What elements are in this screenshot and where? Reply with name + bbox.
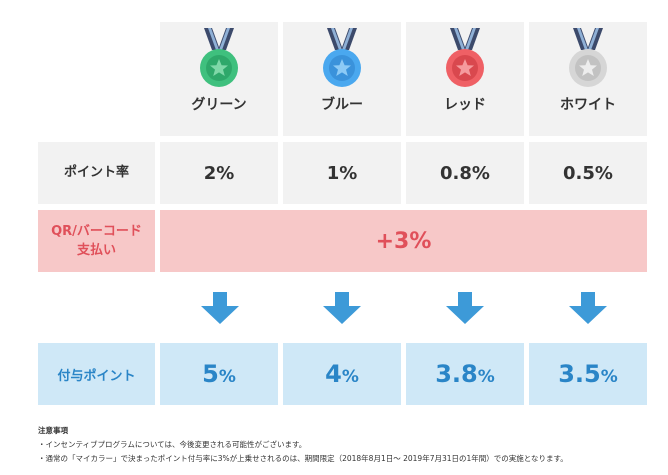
qr-label-line1: QR/バーコード [51,223,142,239]
tier-name: ホワイト [560,97,616,113]
qr-label-line2: 支払い [76,243,116,258]
tier-name: グリーン [191,97,247,113]
notes-line: ・通常の「マイカラー」で決まったポイント付与率に3%が上乗せされるのは、期間限定… [38,453,568,463]
down-arrow-icon [323,292,361,324]
tier-name: ブルー [321,97,363,113]
rate-value: 0.8% [440,162,490,184]
points-cell: 4% [283,343,401,405]
qr-label: QR/バーコード 支払い [51,222,142,261]
notes-line: ・インセンティブプログラムについては、今後変更される可能性がございます。 [38,439,307,449]
tier-header-red: レッド [406,22,524,136]
points-value: 3.8% [435,360,495,388]
points-value: 3.5% [558,360,618,388]
notes: 注意事項 ・インセンティブプログラムについては、今後変更される可能性がございます… [38,424,568,466]
points-label-cell: 付与ポイント [38,343,155,405]
tier-header-blue: ブルー [283,22,401,136]
tier-header-white: ホワイト [529,22,647,136]
rate-cell: 0.5% [529,142,647,204]
rate-cell: 0.8% [406,142,524,204]
points-number: 3.8 [435,360,478,388]
blue-medal-icon [323,28,361,87]
rate-value: 0.5% [563,162,613,184]
rate-value: 2% [203,162,235,184]
notes-title: 注意事項 [38,426,68,435]
green-medal-icon [200,28,238,87]
points-number: 4 [325,360,342,388]
points-value: 5% [202,360,236,388]
points-unit: % [477,367,495,387]
qr-bonus-cell: +3% [160,210,647,272]
red-medal-icon [446,28,484,87]
points-cell: 3.8% [406,343,524,405]
down-arrow-icon [569,292,607,324]
points-cell: 3.5% [529,343,647,405]
down-arrow-icon [446,292,484,324]
tier-name: レッド [444,97,486,113]
rate-cell: 2% [160,142,278,204]
points-cell: 5% [160,343,278,405]
points-number: 3.5 [558,360,601,388]
down-arrow-icon [201,292,239,324]
points-unit: % [600,367,618,387]
point-rate-label: ポイント率 [63,164,129,180]
points-number: 5 [202,360,219,388]
white-medal-icon [569,28,607,87]
points-value: 4% [325,360,359,388]
qr-bonus-value: +3% [375,228,432,254]
tier-header-green: グリーン [160,22,278,136]
rate-value: 1% [326,162,358,184]
points-label: 付与ポイント [57,368,136,384]
point-rate-label-cell: ポイント率 [38,142,155,204]
points-unit: % [218,367,236,387]
points-unit: % [341,367,359,387]
rate-cell: 1% [283,142,401,204]
qr-label-cell: QR/バーコード 支払い [38,210,155,272]
